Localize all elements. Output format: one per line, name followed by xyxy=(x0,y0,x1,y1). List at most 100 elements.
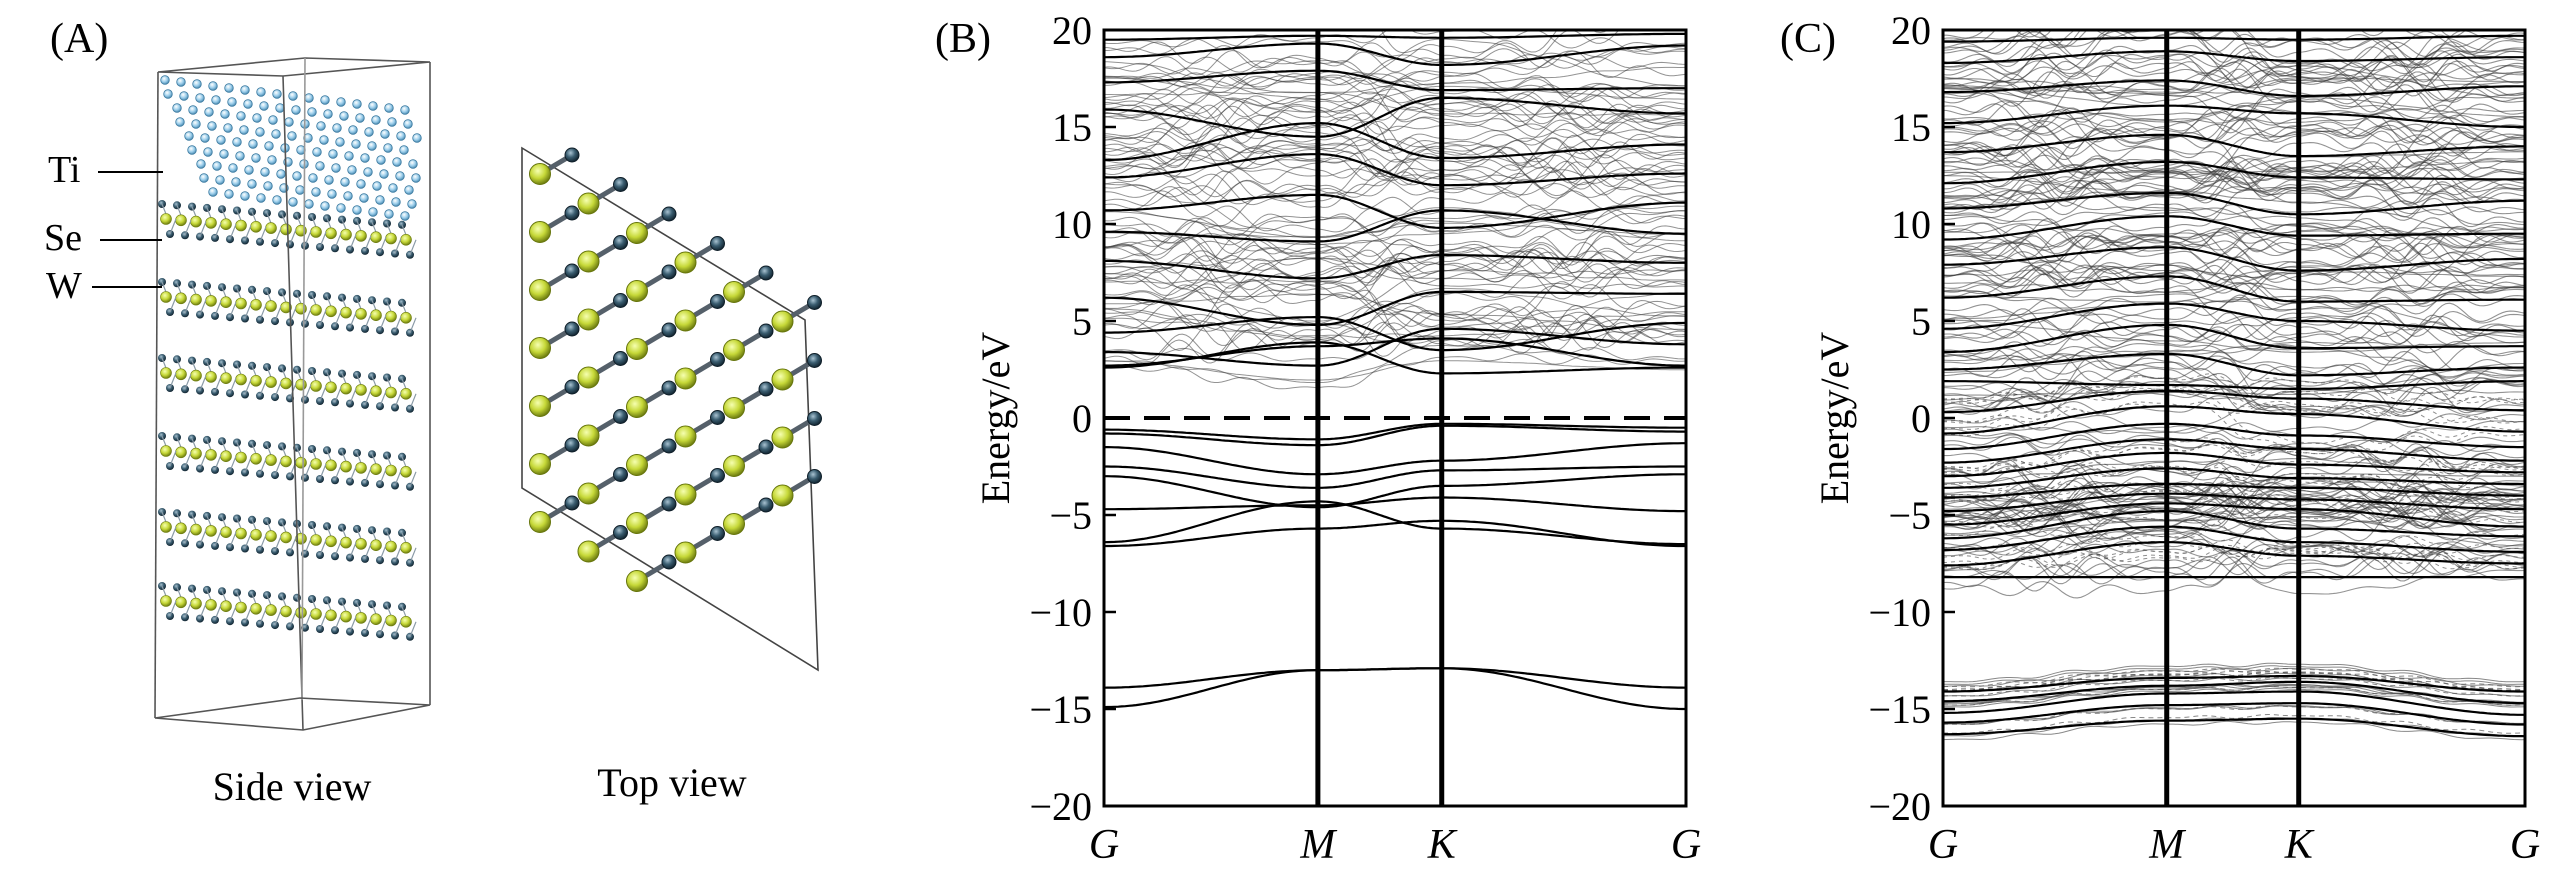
band-line xyxy=(1104,209,1686,243)
ti-atom xyxy=(311,187,321,197)
w-atom xyxy=(758,323,774,339)
ti-atom xyxy=(288,91,298,101)
se-atom xyxy=(310,458,322,470)
band-line xyxy=(1943,158,2525,216)
se-atom xyxy=(626,338,648,360)
band-line xyxy=(1104,100,1686,136)
band-line xyxy=(1943,133,2525,158)
y-tick-label: −5 xyxy=(1049,493,1092,538)
se-atom xyxy=(529,453,551,475)
band-line xyxy=(1943,473,2525,500)
w-atom xyxy=(564,205,580,221)
se-atom xyxy=(310,304,322,316)
ti-atom xyxy=(200,133,210,143)
band-line xyxy=(1943,717,2525,738)
se-atom xyxy=(310,534,322,546)
band-line xyxy=(1943,190,2525,237)
band-line xyxy=(1943,30,2525,81)
ti-atom xyxy=(400,105,410,115)
w-atom xyxy=(807,411,822,426)
svg-text:Ti: Ti xyxy=(48,149,80,191)
kpoint-label: K xyxy=(2284,822,2315,868)
band-line xyxy=(1104,75,1686,113)
band-line xyxy=(1943,226,2525,254)
se-atom xyxy=(370,613,382,626)
se-atom xyxy=(235,601,247,614)
w-atom xyxy=(661,206,677,222)
band-line xyxy=(1943,677,2525,697)
se-atom xyxy=(310,608,322,620)
band-line xyxy=(1943,118,2525,169)
se-atom xyxy=(340,306,352,319)
w-atom xyxy=(710,352,725,367)
w-atom xyxy=(613,525,628,540)
se-atom xyxy=(220,526,232,539)
se-atom xyxy=(205,217,217,229)
band-line xyxy=(1104,158,1686,210)
ti-atom xyxy=(184,131,194,141)
band-line xyxy=(1943,437,2525,476)
se-atom xyxy=(577,540,600,563)
ti-atom xyxy=(188,105,198,115)
band-line xyxy=(1104,286,1686,344)
band-line xyxy=(1943,720,2525,741)
band-line xyxy=(1943,391,2525,413)
panel-b-tag: (B) xyxy=(935,16,991,62)
ti-atom xyxy=(252,113,262,123)
w-atom xyxy=(613,177,628,192)
se-atom xyxy=(280,605,292,618)
ti-atom xyxy=(208,187,218,197)
w-atom xyxy=(564,379,580,395)
band-line xyxy=(1104,86,1686,122)
w-atom xyxy=(613,351,628,366)
ti-atom xyxy=(380,129,390,139)
se-atom xyxy=(190,215,202,228)
ti-atom xyxy=(219,149,229,159)
ti-atom xyxy=(259,101,269,111)
se-atom xyxy=(220,372,232,385)
band-line xyxy=(1943,405,2525,435)
band-line xyxy=(1943,109,2525,148)
kpoint-label: M xyxy=(1299,822,1337,868)
se-atom xyxy=(355,384,367,396)
ti-atom xyxy=(176,77,186,87)
se-atom xyxy=(265,376,277,388)
se-atom xyxy=(325,381,337,394)
band-line xyxy=(1943,541,2525,567)
ti-atom xyxy=(288,197,298,207)
band-line xyxy=(1943,549,2525,567)
band-line xyxy=(1104,519,1686,548)
band-line xyxy=(1943,380,2525,390)
se-atom xyxy=(205,295,217,307)
se-atom xyxy=(370,539,382,552)
ti-atom xyxy=(239,125,249,135)
se-atom xyxy=(723,339,745,361)
ti-atom xyxy=(320,95,330,105)
y-tick-label: −10 xyxy=(1029,590,1092,635)
band-line xyxy=(1943,714,2525,734)
ti-atom xyxy=(224,83,234,93)
band-line xyxy=(1104,465,1686,489)
se-atom xyxy=(265,530,277,542)
band-line xyxy=(1104,118,1686,154)
band-line xyxy=(1104,208,1686,244)
ti-atom xyxy=(371,115,381,125)
w-atom xyxy=(661,438,677,454)
band-line xyxy=(1943,72,2525,98)
band-line xyxy=(1104,117,1686,180)
se-atom xyxy=(340,460,352,473)
ti-atom xyxy=(388,183,398,193)
band-line xyxy=(1104,300,1686,349)
se-atom xyxy=(190,597,202,610)
w-atom xyxy=(564,263,580,279)
ti-atom xyxy=(292,171,302,181)
ti-atom xyxy=(399,145,409,155)
band-line xyxy=(1104,667,1686,689)
w-atom xyxy=(661,380,677,396)
band-line xyxy=(1943,188,2525,231)
ti-atom xyxy=(260,167,270,177)
ti-atom xyxy=(348,125,358,135)
ti-atom xyxy=(247,179,257,189)
se-atom xyxy=(577,308,600,331)
